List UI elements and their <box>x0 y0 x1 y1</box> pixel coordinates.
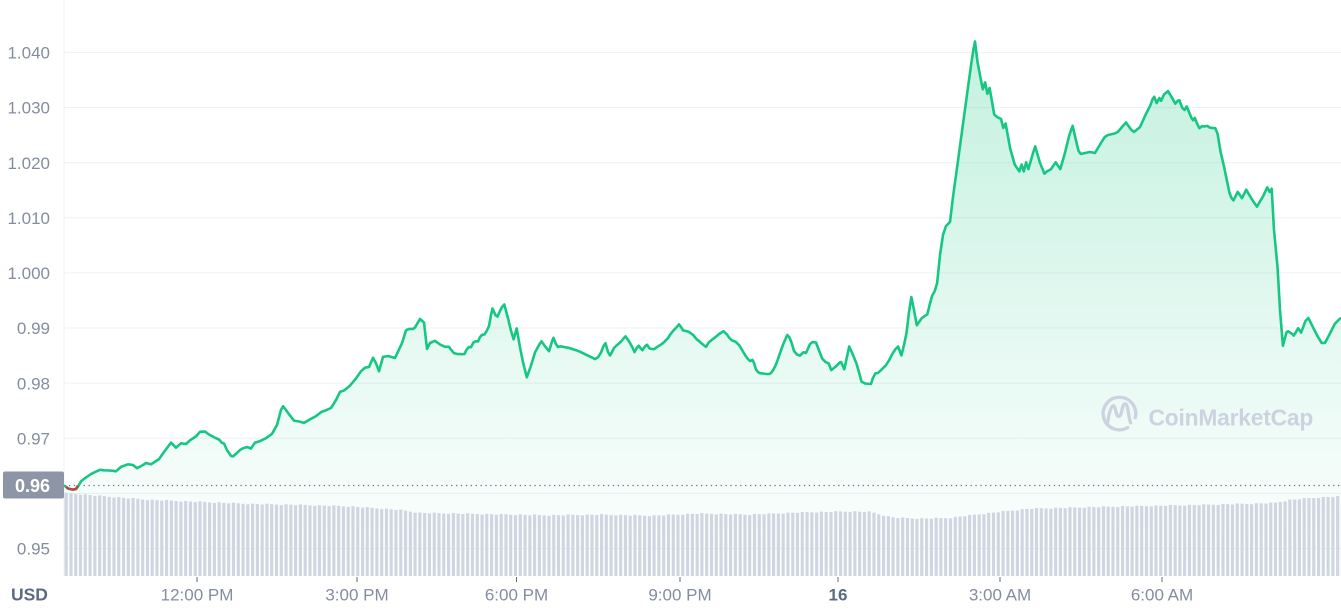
svg-text:1.030: 1.030 <box>7 99 50 118</box>
svg-text:1.000: 1.000 <box>7 264 50 283</box>
svg-text:0.98: 0.98 <box>17 374 50 393</box>
svg-text:6:00 PM: 6:00 PM <box>485 586 548 605</box>
svg-text:0.97: 0.97 <box>17 430 50 449</box>
svg-text:12:00 PM: 12:00 PM <box>161 586 234 605</box>
svg-text:CoinMarketCap: CoinMarketCap <box>1149 405 1314 431</box>
svg-text:9:00 PM: 9:00 PM <box>648 586 711 605</box>
svg-text:1.020: 1.020 <box>7 154 50 173</box>
svg-text:6:00 AM: 6:00 AM <box>1131 586 1193 605</box>
svg-text:3:00 AM: 3:00 AM <box>969 586 1031 605</box>
svg-text:16: 16 <box>829 586 848 605</box>
svg-text:0.96: 0.96 <box>15 476 50 496</box>
svg-text:1.040: 1.040 <box>7 44 50 63</box>
svg-text:USD: USD <box>11 585 48 605</box>
svg-text:3:00 PM: 3:00 PM <box>325 586 388 605</box>
svg-text:0.99: 0.99 <box>17 319 50 338</box>
svg-text:1.010: 1.010 <box>7 209 50 228</box>
svg-text:0.95: 0.95 <box>17 540 50 559</box>
